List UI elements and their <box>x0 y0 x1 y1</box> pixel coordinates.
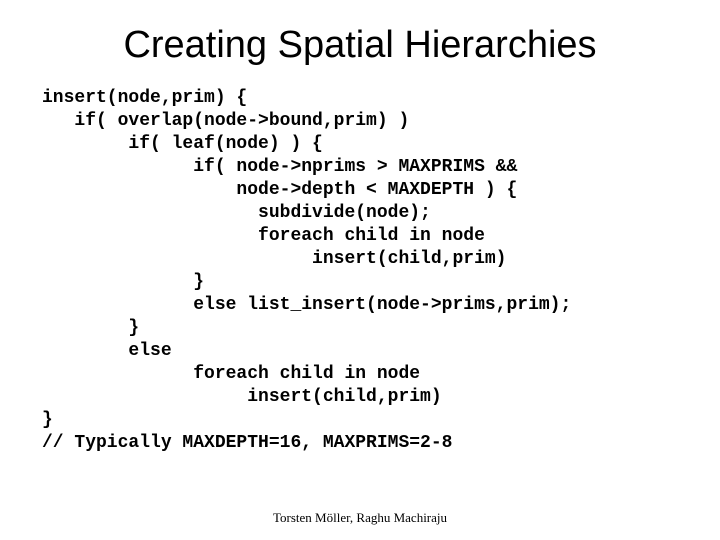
slide: Creating Spatial Hierarchies insert(node… <box>0 0 720 540</box>
footer-attribution: Torsten Möller, Raghu Machiraju <box>0 510 720 526</box>
code-block: insert(node,prim) { if( overlap(node->bo… <box>0 87 720 456</box>
page-title: Creating Spatial Hierarchies <box>0 0 720 87</box>
